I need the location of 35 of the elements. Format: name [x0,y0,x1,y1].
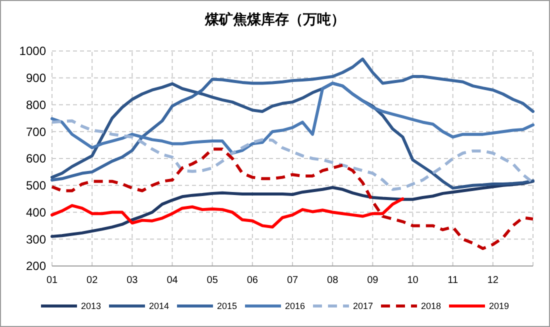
x-tick-label: 07 [286,275,298,286]
x-tick-label: 06 [246,275,258,286]
line-series [50,180,534,238]
legend-label: 2016 [285,301,306,312]
chart-title: 煤矿焦煤库存（万吨） [204,11,345,28]
legend-label: 2017 [353,301,374,312]
y-tick-label: 400 [26,205,46,220]
x-tick-label: 09 [367,275,379,286]
x-tick-label: 10 [407,275,419,286]
legend-label: 2015 [217,301,238,312]
y-tick-label: 700 [26,124,46,139]
y-tick-label: 300 [26,232,46,246]
line-series [50,58,534,182]
legend-label: 2013 [81,301,102,312]
y-tick-label: 1000 [19,44,46,58]
line-series [50,82,534,155]
x-tick-label: 03 [126,275,138,286]
legend-label: 2019 [489,301,510,312]
legend-label: 2018 [421,301,442,312]
y-tick-label: 200 [26,259,46,274]
y-tick-label: 600 [26,152,46,166]
x-tick-label: 12 [487,275,499,286]
line-series [50,148,534,250]
y-tick-label: 800 [26,98,46,112]
x-tick-label: 02 [86,275,98,286]
line-series [50,119,534,191]
y-tick-label: 500 [26,178,46,193]
x-tick-label: 11 [448,275,458,286]
x-tick-label: 01 [46,275,58,286]
y-tick-label: 900 [26,71,46,86]
legend-label: 2014 [149,301,170,312]
x-tick-label: 05 [206,275,218,286]
x-tick-label: 04 [166,275,178,286]
line-series [50,197,404,229]
x-tick-label: 08 [327,275,339,286]
